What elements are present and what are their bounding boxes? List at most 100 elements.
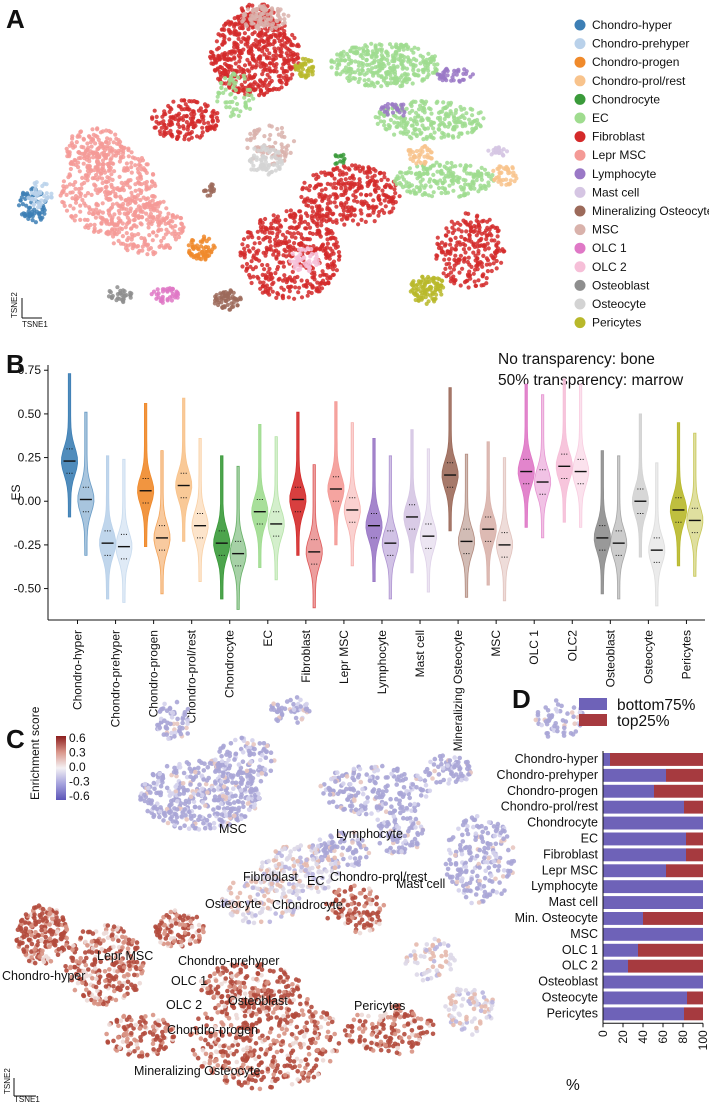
bar-bottom75-pericytes bbox=[603, 1007, 684, 1021]
violin-bone-mineralizing-osteocyte bbox=[441, 387, 459, 532]
violin-bone-osteoblast bbox=[593, 450, 611, 595]
legend-label-chondrocyte: Chondrocyte bbox=[592, 92, 660, 106]
y-tick-label: -0.25 bbox=[14, 538, 42, 552]
violin-chart: 0.75 0.50 0.25 0.00 -0.25 -0.50 ES Chondro-hype… bbox=[9, 363, 705, 751]
legend-label-msc: MSC bbox=[592, 223, 619, 237]
tsne2-label-c: TSNE2 bbox=[3, 1068, 12, 1094]
bar-bottom75-chondrocyte bbox=[603, 816, 703, 830]
legend-marker-osteoblast bbox=[574, 279, 586, 291]
bar-label-olc-1: OLC 1 bbox=[562, 943, 598, 957]
legend-marker-chondro-progen bbox=[574, 56, 586, 68]
legend-marker-msc bbox=[574, 224, 586, 236]
bar-top25-chondro-hyper bbox=[610, 753, 703, 766]
violin-marrow-mineralizing-osteocyte bbox=[457, 453, 476, 598]
x-tick-label-chondro-progen: Chondro-progen bbox=[147, 630, 161, 717]
legend-label-osteocyte: Osteocyte bbox=[592, 297, 646, 311]
cluster-label-olc-1: OLC 1 bbox=[171, 974, 207, 988]
d-x-tick-label: 60 bbox=[656, 1030, 670, 1044]
bar-bottom75-msc bbox=[603, 927, 703, 941]
bar-label-lepr-msc: Lepr MSC bbox=[542, 863, 598, 877]
legend-label-chondro-prol-rest: Chondro-prol/rest bbox=[592, 74, 686, 88]
bar-label-chondro-prol-rest: Chondro-prol/rest bbox=[501, 800, 599, 814]
legend-marker-chondro-hyper bbox=[574, 19, 586, 31]
bar-label-msc: MSC bbox=[570, 927, 598, 941]
d-x-tick-label: 40 bbox=[636, 1030, 650, 1044]
x-tick-label-lymphocyte: Lymphocyte bbox=[375, 630, 389, 695]
cluster-label-msc: MSC bbox=[219, 822, 247, 836]
x-tick-label-chondrocyte: Chondrocyte bbox=[223, 630, 237, 698]
violin-marrow-lepr-msc bbox=[343, 422, 361, 567]
violin-marrow-pericytes bbox=[686, 432, 704, 577]
legend-label-top25: top25% bbox=[617, 713, 670, 730]
cluster-label-chondro-progen: Chondro-progen bbox=[167, 1023, 258, 1037]
x-tick-label-mast-cell: Mast cell bbox=[413, 630, 427, 677]
bar-label-osteocyte: Osteocyte bbox=[542, 991, 598, 1005]
legend-label-mineralizing-osteocyte: Mineralizing Osteocyte bbox=[592, 204, 709, 218]
violin-marrow-fibroblast bbox=[305, 464, 323, 609]
x-tick-label-osteoblast: Osteoblast bbox=[603, 629, 617, 687]
tsne1-label-c: TSNE1 bbox=[14, 1095, 40, 1102]
cluster-label-ec: EC bbox=[307, 874, 324, 888]
bar-bottom75-fibroblast bbox=[603, 848, 686, 862]
bar-bottom75-min-osteocyte bbox=[603, 912, 643, 925]
bar-bottom75-olc-1 bbox=[603, 943, 638, 957]
bar-label-min-osteocyte: Min. Osteocyte bbox=[515, 911, 598, 925]
y-tick-label: 0.25 bbox=[18, 451, 42, 465]
x-tick-label-olc2: OLC2 bbox=[565, 630, 579, 662]
bar-top25-fibroblast bbox=[686, 848, 703, 862]
colorbar-title: Enrichment score bbox=[28, 706, 42, 800]
legend-marker-olc-2 bbox=[574, 261, 586, 273]
violin-bone-msc bbox=[479, 441, 497, 586]
violin-marrow-lymphocyte bbox=[381, 455, 399, 600]
x-tick-label-chondro-hyper: Chondro-hyper bbox=[71, 630, 85, 710]
bar-label-chondro-progen: Chondro-progen bbox=[507, 784, 598, 798]
violin-bone-chondro-hyper bbox=[60, 373, 79, 518]
violin-bone-osteocyte bbox=[631, 413, 649, 558]
colorbar: Enrichment score 0.60.30.0-0.3-0.6 bbox=[28, 706, 90, 803]
bar-bottom75-lymphocyte bbox=[603, 880, 703, 894]
legend-marker-pericytes bbox=[574, 317, 586, 329]
legend-label-fibroblast: Fibroblast bbox=[592, 130, 645, 144]
bar-label-ec: EC bbox=[581, 832, 598, 846]
violin-marrow-olc-1 bbox=[534, 394, 552, 539]
cluster-label-mast-cell: Mast cell bbox=[396, 877, 445, 891]
colorbar-tick-label: -0.6 bbox=[69, 789, 90, 803]
panel-letter-b: B bbox=[6, 349, 25, 379]
legend-marker-chondrocyte bbox=[574, 93, 586, 105]
panel-letter-c: C bbox=[6, 724, 25, 754]
panel-b: B No transparency: bone 50% transparency… bbox=[6, 349, 705, 751]
violin-bone-chondro-progen bbox=[137, 403, 155, 547]
bar-label-lymphocyte: Lymphocyte bbox=[531, 879, 598, 893]
x-tick-label-fibroblast: Fibroblast bbox=[299, 629, 313, 682]
bar-label-mast-cell: Mast cell bbox=[549, 895, 598, 909]
cluster-label-chondro-prehyper: Chondro-prehyper bbox=[178, 954, 279, 968]
bar-label-chondro-prehyper: Chondro-prehyper bbox=[497, 768, 598, 782]
legend-marker-lepr-msc bbox=[574, 149, 586, 161]
violin-bone-olc-1 bbox=[517, 383, 535, 528]
violin-bone-ec bbox=[251, 424, 269, 568]
tsne-scatter-enrichment bbox=[14, 695, 585, 1092]
cluster-label-olc-2: OLC 2 bbox=[166, 998, 202, 1012]
cluster-label-lymphocyte: Lymphocyte bbox=[336, 827, 403, 841]
transparency-note-marrow: 50% transparency: marrow bbox=[498, 372, 684, 389]
violin-marrow-osteocyte bbox=[648, 462, 666, 607]
bar-top25-osteocyte bbox=[687, 991, 703, 1005]
bar-top25-min-osteocyte bbox=[643, 912, 703, 925]
tsne1-label-a: TSNE1 bbox=[22, 320, 48, 329]
bar-label-chondro-hyper: Chondro-hyper bbox=[515, 752, 598, 766]
d-x-axis-title: % bbox=[566, 1077, 580, 1094]
legend-label-osteoblast: Osteoblast bbox=[592, 278, 650, 292]
violin-bone-chondro-prol-rest bbox=[175, 397, 193, 542]
x-tick-label-chondro-prol-rest: Chondro-prol/rest bbox=[185, 629, 199, 723]
x-tick-label-lepr-msc: Lepr MSC bbox=[337, 630, 351, 684]
colorbar-tick-label: -0.3 bbox=[69, 775, 90, 789]
tsne2-label-a: TSNE2 bbox=[10, 292, 19, 318]
legend-label-pericytes: Pericytes bbox=[592, 316, 641, 330]
legend-label-chondro-prehyper: Chondro-prehyper bbox=[592, 37, 689, 51]
bar-top25-chondro-progen bbox=[654, 784, 703, 798]
tsne-axes-indicator-c: TSNE2 TSNE1 bbox=[3, 1068, 40, 1102]
cluster-label-chondro-prol-rest: Chondro-prol/rest bbox=[330, 870, 428, 884]
legend-marker-mineralizing-osteocyte bbox=[574, 205, 586, 217]
legend-label-bottom75: bottom75% bbox=[617, 697, 696, 714]
transparency-note-bone: No transparency: bone bbox=[498, 351, 655, 368]
